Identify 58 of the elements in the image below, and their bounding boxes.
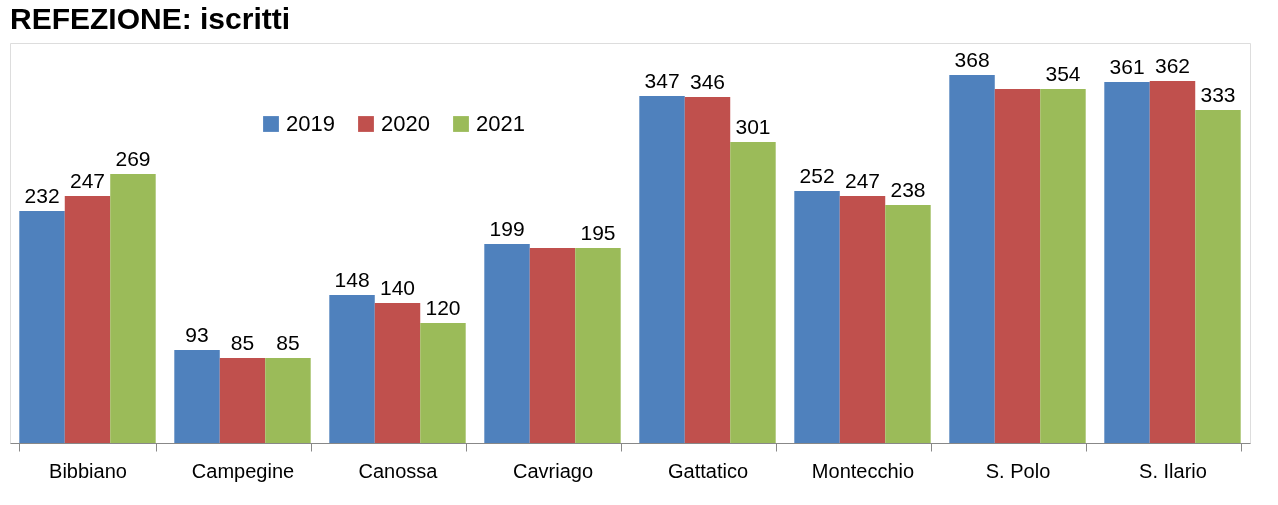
data-label: 247 — [844, 169, 881, 192]
data-label: 93 — [185, 323, 209, 346]
x-tick-label: Gattatico — [667, 459, 749, 482]
bar — [994, 89, 1041, 443]
data-label: 232 — [24, 184, 60, 207]
data-label: 140 — [379, 276, 416, 299]
chart-title: REFEZIONE: iscritti — [10, 2, 291, 35]
data-label: 195 — [580, 221, 616, 244]
data-label: 85 — [230, 331, 255, 354]
data-label: 347 — [644, 69, 680, 92]
x-tick-label: Bibbiano — [49, 459, 127, 482]
bar — [1149, 81, 1196, 443]
bar — [730, 142, 776, 443]
bar — [174, 350, 220, 443]
data-label: 148 — [334, 268, 370, 291]
bar — [839, 196, 886, 443]
bar — [265, 358, 311, 443]
x-tick-label: Canossa — [358, 459, 439, 482]
bar — [1104, 82, 1150, 443]
data-label: 346 — [689, 70, 726, 93]
bar — [949, 75, 995, 443]
bar — [374, 303, 421, 443]
x-tick-label: Cavriago — [512, 459, 594, 482]
bar — [639, 96, 685, 443]
data-label: 238 — [890, 178, 926, 201]
data-label: 354 — [1045, 62, 1081, 85]
bar — [529, 248, 576, 443]
data-label: 120 — [425, 296, 461, 319]
data-label: 269 — [115, 147, 151, 170]
bar — [575, 248, 621, 443]
bar — [684, 97, 731, 443]
x-tick-label: S. Polo — [985, 459, 1051, 482]
data-label: 362 — [1154, 54, 1191, 77]
bar — [19, 211, 65, 443]
legend-label: 2020 — [381, 111, 430, 136]
data-label: 85 — [276, 331, 300, 354]
data-label: 247 — [69, 169, 106, 192]
data-label: 333 — [1200, 83, 1236, 106]
x-tick-label: Campegine — [191, 459, 295, 482]
data-label: 199 — [489, 217, 525, 240]
data-label: 301 — [735, 115, 771, 138]
bar — [420, 323, 466, 443]
bar — [794, 191, 840, 443]
data-label: 368 — [954, 48, 990, 71]
legend-label: 2019 — [286, 111, 335, 136]
bar — [885, 205, 931, 443]
bar — [110, 174, 156, 443]
bar — [329, 295, 375, 443]
bar — [64, 196, 111, 443]
data-label: 252 — [799, 164, 835, 187]
x-tick-label: Montecchio — [811, 459, 915, 482]
bar — [1195, 110, 1241, 443]
data-label: 361 — [1109, 55, 1145, 78]
bar — [1040, 89, 1086, 443]
bar — [484, 244, 530, 443]
x-tick-label: S. Ilario — [1139, 459, 1207, 482]
bar — [219, 358, 266, 443]
legend-label: 2021 — [476, 111, 525, 136]
